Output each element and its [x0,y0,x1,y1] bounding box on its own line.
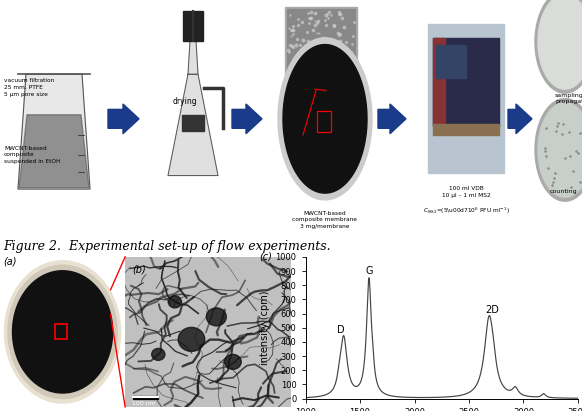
Polygon shape [538,103,582,197]
Bar [133,396,158,399]
Text: (a): (a) [3,256,16,266]
Text: (c): (c) [259,251,272,261]
Y-axis label: intensity (cpm): intensity (cpm) [260,291,270,365]
Bar [433,38,499,126]
Polygon shape [538,0,582,89]
Text: 2D: 2D [485,305,499,315]
Bar [433,124,499,135]
Circle shape [168,296,182,308]
Polygon shape [283,44,367,193]
Bar [55,324,67,339]
Polygon shape [13,271,112,393]
FancyArrow shape [508,104,532,134]
Text: D: D [336,325,344,335]
Polygon shape [535,99,582,201]
Circle shape [152,349,165,360]
Text: filtration
syringe pump: filtration syringe pump [303,91,347,103]
Text: counting: counting [549,189,577,194]
Text: sampling
propagation: sampling propagation [555,93,582,104]
Text: MWCNT-based
composite membrane
3 mg/membrane: MWCNT-based composite membrane 3 mg/memb… [293,211,357,229]
Polygon shape [8,265,117,399]
Bar [428,24,504,173]
Bar [182,115,204,131]
Circle shape [207,308,226,326]
Text: 100 nm: 100 nm [132,401,155,406]
Bar [183,11,203,41]
Polygon shape [18,74,90,189]
FancyArrow shape [378,104,406,134]
Text: vacuum filtration
25 mm, PTFE
5 µm pore size: vacuum filtration 25 mm, PTFE 5 µm pore … [4,79,54,97]
FancyArrow shape [232,104,262,134]
Circle shape [178,328,205,351]
Bar [433,38,445,126]
Bar [285,7,357,90]
Bar [436,44,466,79]
Text: MWCNT-based
composite
suspended in EtOH: MWCNT-based composite suspended in EtOH [4,146,61,164]
Text: $C_{MS2}$=(5\u00d710$^6$ PFU ml$^{-1}$): $C_{MS2}$=(5\u00d710$^6$ PFU ml$^{-1}$) [423,205,509,215]
FancyArrow shape [108,104,139,134]
Polygon shape [188,41,198,74]
Text: G: G [365,266,372,277]
Polygon shape [535,0,582,93]
Polygon shape [278,38,372,200]
Text: drying: drying [173,97,197,106]
Bar [317,111,331,132]
Text: Figure 2.  Experimental set-up of flow experiments.: Figure 2. Experimental set-up of flow ex… [3,240,331,253]
Bar [133,396,158,399]
Bar [287,9,355,88]
Text: 100 ml VDB
10 µl – 1 ml MS2: 100 ml VDB 10 µl – 1 ml MS2 [442,186,491,198]
Polygon shape [168,74,218,175]
Circle shape [225,354,241,369]
Text: (b): (b) [132,264,146,275]
Polygon shape [19,115,89,188]
Polygon shape [5,261,120,403]
